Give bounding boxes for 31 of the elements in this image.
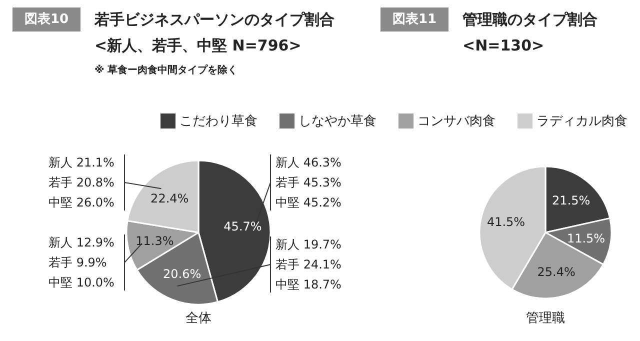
text: 中堅 18.7%	[276, 278, 342, 292]
data-label: 45.7%	[224, 219, 262, 234]
chart-title: 図表11 管理職のタイプ割合	[392, 10, 598, 28]
text: 新人 21.1%	[48, 156, 114, 170]
chart-subtitle: <N=130>	[462, 36, 544, 54]
legend-label: しなやか草食	[298, 114, 376, 129]
text: 全体	[186, 311, 212, 326]
data-label: 11.5%	[566, 231, 606, 246]
text: 若手 24.1%	[276, 258, 342, 272]
data-label: 21.5%	[552, 194, 590, 208]
data-label: 25.4%	[537, 264, 576, 279]
text: 中堅 45.2%	[276, 196, 342, 210]
data-label: 11.3%	[136, 234, 174, 248]
data-label: 22.4%	[150, 191, 189, 206]
text: 若手 45.3%	[276, 176, 342, 190]
text: 新人 46.3%	[276, 156, 342, 170]
legend-label: コンサバ肉食	[418, 114, 496, 129]
text: 中堅 10.0%	[48, 276, 114, 290]
text: 管理職	[526, 311, 565, 326]
text: 若手 9.9%	[48, 256, 107, 270]
data-label: 20.6%	[163, 267, 202, 282]
data-label: 41.5%	[486, 214, 526, 229]
text: 若手 20.8%	[48, 176, 114, 190]
text: ※ 草食ー肉食中間タイプを除く	[94, 64, 238, 76]
legend-label: ラディカル肉食	[536, 114, 628, 129]
text: 新人 12.9%	[48, 236, 114, 250]
text: 中堅 26.0%	[48, 196, 114, 210]
text: 新人 19.7%	[276, 238, 342, 252]
chart-subtitle: <新人、若手、中堅 N=796>	[94, 36, 302, 54]
legend-label: こだわり草食	[180, 114, 258, 129]
chart-title: 図表10 若手ビジネスパーソンのタイプ割合	[24, 10, 334, 28]
